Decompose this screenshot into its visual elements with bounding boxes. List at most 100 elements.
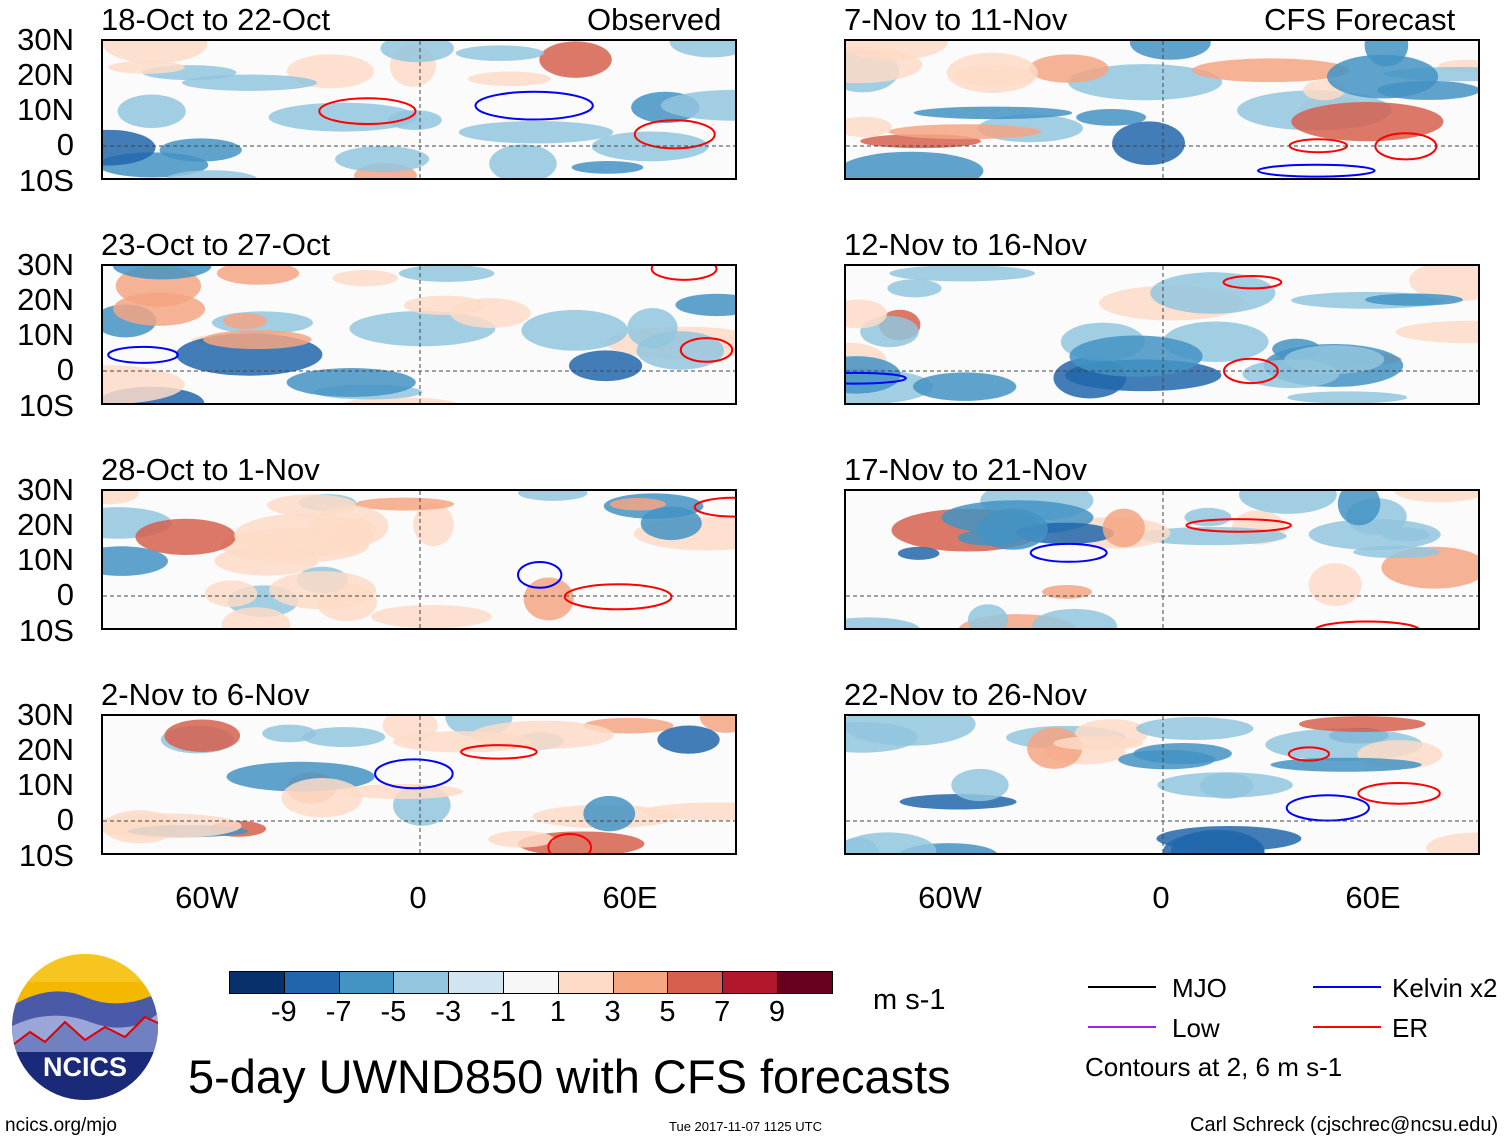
wind-anomaly-shading: [113, 292, 206, 326]
wind-anomaly-shading: [1028, 54, 1109, 83]
lon-label: 0: [409, 880, 427, 915]
colorbar-swatch: [777, 971, 833, 994]
map-panel: [101, 264, 737, 405]
wind-anomaly-shading: [1118, 749, 1215, 770]
wind-anomaly-shading: [669, 41, 735, 58]
wind-anomaly-shading: [1032, 608, 1117, 628]
wind-anomaly-shading: [1327, 54, 1439, 99]
wind-anomaly-shading: [398, 266, 495, 282]
wind-anomaly-shading: [660, 89, 735, 121]
lat-label: 30N: [17, 247, 74, 282]
wind-anomaly-shading: [216, 266, 300, 285]
colorbar-swatch: [229, 971, 285, 994]
wind-anomaly-shading: [1395, 320, 1478, 344]
lon-label: 60E: [602, 880, 658, 915]
wind-anomaly-shading: [846, 716, 976, 746]
legend-label-kelvin: Kelvin x2: [1392, 973, 1498, 1003]
wind-anomaly-shading: [112, 266, 212, 280]
contour-note: Contours at 2, 6 m s-1: [1085, 1052, 1343, 1082]
source-link[interactable]: ncics.org/mjo: [5, 1115, 117, 1136]
lat-label: 10S: [18, 388, 74, 423]
lat-label: 20N: [17, 282, 74, 317]
lat-label: 10N: [17, 92, 74, 127]
wind-anomaly-shading: [1337, 491, 1381, 526]
er-contour: [679, 337, 734, 363]
wind-anomaly-shading: [269, 571, 377, 610]
colorbar-swatch: [283, 971, 340, 994]
wind-anomaly-shading: [1191, 58, 1350, 83]
wind-anomaly-shading: [913, 106, 1073, 120]
ncics-logo: NCICS: [12, 954, 158, 1100]
lat-label: 10S: [18, 163, 74, 198]
wind-anomaly-shading: [1112, 121, 1185, 166]
lat-label: 30N: [17, 22, 74, 57]
lat-label: 30N: [17, 697, 74, 732]
kelvin-contour: [516, 561, 563, 589]
colorbar-swatch: [557, 971, 614, 994]
wind-anomaly-shading: [1239, 491, 1337, 514]
colorbar-label: -3: [435, 996, 462, 1028]
wind-anomaly-shading: [450, 298, 531, 328]
colorbar-swatch: [503, 971, 559, 994]
er-contour: [1357, 782, 1441, 805]
wind-anomaly-shading: [539, 41, 612, 78]
wind-anomaly-shading: [1381, 527, 1430, 542]
colorbar-units: m s-1: [873, 984, 946, 1016]
wind-anomaly-shading: [103, 129, 156, 166]
panel-title: 12-Nov to 16-Nov: [844, 227, 1087, 262]
wind-anomaly-shading: [887, 279, 942, 298]
colorbar-label: -1: [490, 996, 516, 1028]
wind-anomaly-shading: [946, 52, 1038, 93]
kelvin-contour: [1256, 163, 1376, 178]
wind-anomaly-shading: [1136, 717, 1254, 741]
lon-label: 60W: [175, 880, 239, 915]
wind-anomaly-shading: [1129, 41, 1211, 60]
wind-anomaly-shading: [268, 102, 418, 132]
legend-label-low: Low: [1172, 1013, 1220, 1043]
lat-label: 10N: [17, 317, 74, 352]
wind-anomaly-shading: [103, 491, 139, 505]
wind-anomaly-shading: [164, 719, 241, 753]
wind-anomaly-shading: [103, 365, 185, 403]
lat-label: 0: [56, 577, 74, 612]
lat-label: 10N: [17, 767, 74, 802]
wind-anomaly-shading: [103, 546, 168, 576]
wind-anomaly-shading: [286, 368, 416, 397]
kelvin-contour: [474, 90, 594, 121]
map-panel: [844, 489, 1480, 630]
wind-anomaly-shading: [571, 160, 644, 174]
wind-anomaly-shading: [1365, 293, 1463, 306]
colorbar-label: 3: [604, 996, 621, 1028]
er-contour: [693, 496, 735, 518]
wind-anomaly-shading: [1364, 41, 1409, 67]
er-contour: [633, 119, 716, 150]
wind-anomaly-shading: [913, 372, 1017, 401]
wind-anomaly-shading: [413, 502, 454, 547]
lat-label: 20N: [17, 732, 74, 767]
kelvin-contour: [846, 371, 907, 385]
wind-anomaly-shading: [1150, 272, 1276, 314]
wind-anomaly-shading: [521, 309, 628, 351]
legend-label-mjo: MJO: [1172, 973, 1227, 1003]
wind-anomaly-shading: [846, 151, 984, 178]
er-contour: [563, 583, 673, 611]
lat-label: 20N: [17, 507, 74, 542]
wind-anomaly-shading: [1270, 757, 1422, 772]
panel-title: 17-Nov to 21-Nov: [844, 452, 1087, 487]
lat-label: 10S: [18, 838, 74, 873]
map-panel: [844, 39, 1480, 180]
wind-anomaly-shading: [301, 726, 386, 747]
wind-anomaly-shading: [846, 116, 892, 138]
colorbar-label: 7: [714, 996, 731, 1028]
wind-anomaly-shading: [332, 269, 398, 287]
er-contour: [1315, 620, 1420, 628]
wind-anomaly-shading: [1042, 584, 1093, 599]
wind-anomaly-shading: [951, 768, 1009, 802]
timestamp: Tue 2017-11-07 1125 UTC: [669, 1119, 822, 1134]
lat-label: 10S: [18, 613, 74, 648]
wind-anomaly-shading: [1426, 832, 1478, 853]
er-contour: [460, 744, 538, 760]
colorbar-label: -7: [325, 996, 352, 1028]
wind-anomaly-shading: [897, 546, 940, 560]
